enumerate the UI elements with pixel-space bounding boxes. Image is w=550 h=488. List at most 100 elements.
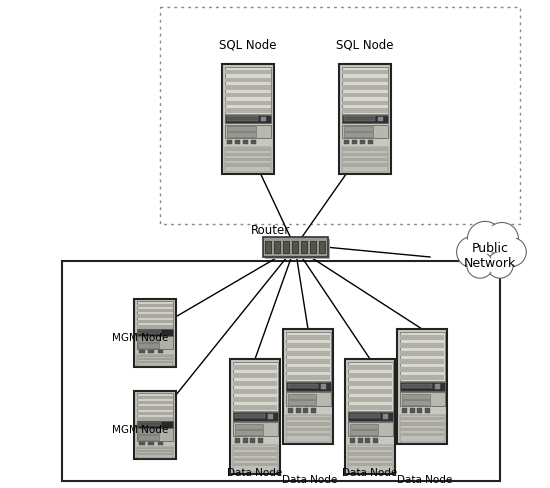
Bar xyxy=(235,141,240,145)
Bar xyxy=(342,86,388,90)
Circle shape xyxy=(459,240,485,265)
Bar xyxy=(344,117,376,122)
Bar xyxy=(342,164,388,167)
Bar xyxy=(138,325,173,329)
Bar xyxy=(342,115,388,124)
Bar xyxy=(339,65,391,175)
Bar xyxy=(348,423,393,436)
Bar xyxy=(225,159,271,162)
Bar xyxy=(230,359,280,474)
Bar xyxy=(233,446,278,472)
Bar xyxy=(402,400,430,405)
Bar xyxy=(138,344,159,348)
Bar xyxy=(310,242,316,253)
Bar xyxy=(139,350,145,354)
Bar xyxy=(342,154,388,157)
Bar xyxy=(222,65,274,175)
Circle shape xyxy=(470,224,500,254)
Bar xyxy=(62,262,500,481)
Bar xyxy=(136,447,173,458)
Bar xyxy=(257,438,262,443)
Bar xyxy=(286,335,330,340)
Bar xyxy=(342,68,388,114)
Bar xyxy=(288,394,316,399)
Bar xyxy=(267,414,272,419)
Bar xyxy=(400,376,444,380)
Circle shape xyxy=(468,222,503,257)
Bar xyxy=(227,117,258,122)
Bar xyxy=(342,125,388,139)
Bar xyxy=(274,242,280,253)
Bar xyxy=(233,382,277,386)
Text: MGM Node: MGM Node xyxy=(112,424,168,434)
Bar xyxy=(138,435,159,440)
Text: Data Node: Data Node xyxy=(227,467,283,477)
Bar xyxy=(138,359,173,361)
Bar xyxy=(136,421,173,428)
Bar xyxy=(138,412,173,415)
Bar xyxy=(400,344,444,348)
Bar xyxy=(134,391,176,459)
Bar xyxy=(243,438,248,443)
Bar xyxy=(400,417,444,421)
Bar xyxy=(136,355,173,366)
Text: Data Node: Data Node xyxy=(342,467,398,477)
Bar xyxy=(225,79,271,82)
Bar xyxy=(434,385,439,389)
Bar xyxy=(138,417,173,421)
Circle shape xyxy=(488,225,516,253)
Bar xyxy=(138,396,173,399)
Bar xyxy=(225,154,271,157)
Bar xyxy=(224,125,271,139)
Bar xyxy=(233,398,277,402)
Bar xyxy=(365,438,370,443)
Bar xyxy=(224,115,271,124)
Bar xyxy=(342,109,388,113)
Bar xyxy=(285,382,331,391)
Bar xyxy=(138,448,173,449)
Bar xyxy=(283,329,333,444)
Circle shape xyxy=(469,254,491,277)
Circle shape xyxy=(456,237,487,268)
Bar xyxy=(233,452,277,456)
Bar xyxy=(397,329,447,444)
Bar xyxy=(285,392,331,406)
Bar xyxy=(138,304,173,307)
Bar xyxy=(348,412,393,421)
Bar xyxy=(283,242,289,253)
Bar xyxy=(250,438,255,443)
Bar xyxy=(378,118,383,122)
Bar xyxy=(400,351,444,356)
Bar xyxy=(233,373,277,378)
Bar xyxy=(235,424,262,429)
Bar xyxy=(342,102,388,106)
Bar xyxy=(233,389,277,394)
Bar xyxy=(342,159,388,162)
Bar xyxy=(321,385,326,389)
Bar xyxy=(410,408,415,413)
Circle shape xyxy=(487,252,513,279)
Bar xyxy=(372,438,377,443)
Bar xyxy=(400,335,444,340)
Bar xyxy=(251,141,256,145)
Bar xyxy=(417,408,422,413)
Text: Public
Network: Public Network xyxy=(464,242,516,269)
Bar xyxy=(344,126,373,132)
Bar xyxy=(138,362,173,363)
Bar xyxy=(227,126,256,132)
Bar xyxy=(148,350,154,354)
Bar xyxy=(286,344,330,348)
Bar xyxy=(350,430,377,435)
Bar xyxy=(136,329,173,336)
Bar xyxy=(345,359,395,474)
Bar xyxy=(348,363,393,411)
Bar xyxy=(233,363,278,411)
Bar xyxy=(348,366,392,370)
Bar xyxy=(400,360,444,364)
Bar xyxy=(227,132,256,138)
Bar xyxy=(286,367,330,372)
Bar xyxy=(348,458,392,461)
Bar xyxy=(265,240,329,260)
Bar xyxy=(138,315,173,318)
Circle shape xyxy=(498,238,526,267)
